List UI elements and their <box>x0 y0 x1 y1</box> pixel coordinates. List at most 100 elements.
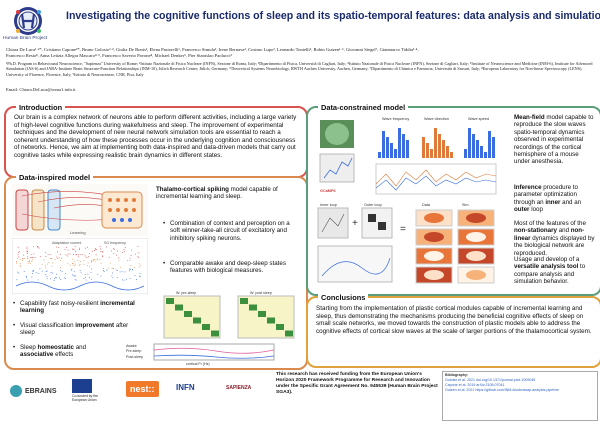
raster-spike <box>93 259 94 261</box>
raster-spike <box>72 248 74 250</box>
raster-spike <box>116 254 117 256</box>
raster-spike <box>60 279 62 280</box>
authors-block: Chiara De Luca¹·²*, Cristiano Capone²*, … <box>6 47 594 78</box>
raster-spike <box>92 259 94 261</box>
bibliography-title: Bibliography: <box>445 373 469 377</box>
raster-spike <box>85 247 86 249</box>
raster-spike <box>74 264 76 266</box>
raster-spike <box>25 276 27 277</box>
histogram-bar <box>426 143 429 158</box>
raster-spike <box>22 260 23 261</box>
bibliography-item[interactable]: Gutzen et al. 2021 https://github.com/IN… <box>445 388 559 392</box>
eu-logo: Co-funded by the European Union <box>72 379 98 402</box>
raster-spike <box>64 249 66 250</box>
raster-spike <box>55 276 56 278</box>
raster-spike <box>130 268 131 270</box>
data-label: Data <box>422 203 431 207</box>
hbp-logo <box>14 7 42 35</box>
raster-spike <box>19 266 21 268</box>
raster-spike <box>77 260 78 261</box>
raster-spike <box>103 268 104 269</box>
bibliography-item[interactable]: Golosio et al. 2021 doi.org/10.1371/jour… <box>445 378 536 382</box>
raster-spike <box>45 274 47 275</box>
raster-spike <box>130 255 132 256</box>
raster-spike <box>102 251 103 253</box>
raster-spike <box>130 265 132 267</box>
histogram-bar <box>382 131 385 158</box>
raster-spike <box>129 260 131 261</box>
raster-spike <box>125 278 127 280</box>
data-constrained-section: Data-constrained model GCaMP6 Wave frequ… <box>306 103 600 296</box>
raster-spike <box>29 262 31 264</box>
raster-spike <box>27 258 29 259</box>
raster-spike <box>50 258 52 259</box>
raster-spike <box>17 246 19 248</box>
histogram-bar <box>468 128 471 158</box>
raster-spike <box>138 252 140 254</box>
raster-spike <box>72 264 74 266</box>
raster-spike <box>86 257 87 258</box>
raster-spike <box>79 254 81 255</box>
histogram-bar <box>390 143 393 158</box>
raster-spike <box>137 246 139 247</box>
raster-spike <box>85 276 86 278</box>
raster-spike <box>91 278 93 280</box>
inference-text: Inference procedure to parameter optimiz… <box>514 184 582 214</box>
raster-spike <box>73 260 75 262</box>
raster-spike <box>27 262 29 264</box>
logo-subtitle: Human Brain Project <box>3 36 48 41</box>
raster-spike <box>35 272 37 274</box>
raster-spike <box>88 253 90 255</box>
raster-spike <box>119 271 121 273</box>
weight-block <box>175 304 183 311</box>
raster-spike <box>124 247 126 248</box>
raster-spike <box>103 271 105 272</box>
raster-spike <box>65 247 67 248</box>
raster-spike <box>127 260 128 261</box>
raster-spike <box>87 273 89 275</box>
raster-spike <box>18 256 20 258</box>
w-pre-sleep-label: W: pre-sleep <box>176 291 196 295</box>
weight-block <box>202 324 210 330</box>
raster-spike <box>43 259 45 261</box>
raster-spike <box>33 246 34 248</box>
raster-spike <box>129 257 131 259</box>
affiliations: ¹Ph.D. Program in Behavioural Neuroscien… <box>6 60 593 77</box>
raster-spike <box>18 272 19 274</box>
histogram-bar <box>450 152 453 158</box>
raster-spike <box>73 275 75 277</box>
thalamo-cortical-bold: Thalamo-cortical spiking <box>156 186 229 193</box>
histogram-bar <box>402 134 405 158</box>
raster-spike <box>67 263 69 265</box>
funding-statement: This research has received funding from … <box>276 372 438 395</box>
histogram-bar <box>430 149 433 158</box>
thalamo-cortical-network-figure: Learning <box>12 184 148 236</box>
raster-spike <box>16 279 18 281</box>
histogram-bar <box>394 149 397 158</box>
raster-spike <box>100 248 101 250</box>
raster-spike <box>29 261 30 263</box>
raster-spike <box>59 277 60 279</box>
data-inspired-bullet-2: Comparable awake and deep-sleep states f… <box>163 260 298 275</box>
raster-spike <box>19 265 21 266</box>
raster-spike <box>108 256 110 258</box>
weight-block <box>240 298 248 304</box>
raster-spike <box>106 269 108 271</box>
raster-spike <box>102 255 103 257</box>
raster-spike <box>74 263 76 265</box>
bibliography-item[interactable]: Capone et al. 2019 arXiv:2106.07041 <box>445 383 505 387</box>
cortical-fr-label: cortical Fr (Hz) <box>186 362 210 366</box>
raster-spike <box>52 272 54 274</box>
raster-spike <box>79 264 81 265</box>
raster-spike <box>65 254 67 256</box>
raster-spike <box>45 265 46 266</box>
raster-spike <box>129 270 130 272</box>
raster-spike <box>22 258 24 259</box>
introduction-section: Introduction Our brain is a complex netw… <box>4 103 308 178</box>
raster-spike <box>26 251 28 253</box>
raster-spike <box>103 270 104 271</box>
raster-spike <box>134 275 136 277</box>
raster-spike <box>45 267 47 269</box>
activity-blob <box>466 213 486 223</box>
raster-spike <box>117 250 118 252</box>
